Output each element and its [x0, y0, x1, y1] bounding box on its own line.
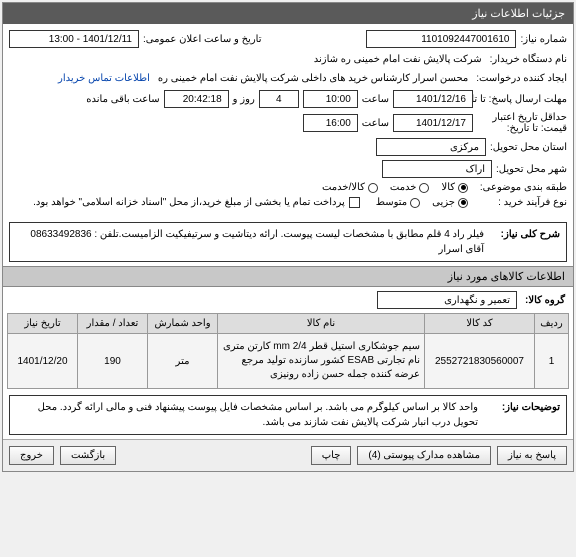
- radio-goods[interactable]: کالا: [441, 182, 468, 193]
- cell-date: 1401/12/20: [8, 334, 78, 389]
- process-radio-group: جزیی متوسط: [376, 197, 468, 208]
- lowest-date: 1401/12/17: [393, 114, 473, 132]
- remaining-time: 20:42:18: [164, 90, 229, 108]
- deadline-date: 1401/12/16: [393, 90, 473, 108]
- table-row: 1 2552721830560007 سیم جوشکاری استیل قطر…: [8, 334, 569, 389]
- contact-link[interactable]: اطلاعات تماس خریدار: [58, 73, 150, 84]
- radio-goods-label: کالا: [441, 182, 455, 193]
- radio-both[interactable]: کالا/خدمت: [322, 182, 378, 193]
- cell-code: 2552721830560007: [425, 334, 535, 389]
- goods-section-title: اطلاعات کالاهای مورد نیاز: [3, 266, 573, 287]
- deadline-time: 10:00: [303, 90, 358, 108]
- buyer-label: نام دستگاه خریدار:: [490, 54, 567, 65]
- cell-qty: 190: [78, 334, 148, 389]
- lowest-label2: قیمت: تا تاریخ:: [477, 123, 567, 134]
- back-button[interactable]: بازگشت: [60, 446, 116, 465]
- radio-mid[interactable]: متوسط: [376, 197, 420, 208]
- province-value: مرکزی: [376, 138, 486, 156]
- pay-note: پرداخت تمام یا بخشی از مبلغ خرید،از محل …: [33, 197, 345, 208]
- buyer-value: شرکت پالایش نفت امام خمینی ره شازند: [310, 52, 486, 67]
- announce-value: 1401/12/11 - 13:00: [9, 30, 139, 48]
- radio-both-label: کالا/خدمت: [322, 182, 365, 193]
- time-label-2: ساعت: [362, 118, 389, 129]
- province-label: استان محل تحویل:: [490, 142, 567, 153]
- lowest-label: حداقل تاریخ اعتبار: [477, 112, 567, 123]
- deadline-label: مهلت ارسال پاسخ: تا تاریخ:: [477, 94, 567, 105]
- need-no-label: شماره نیاز:: [520, 34, 567, 45]
- creator-value: محسن اسرار کارشناس خرید های داخلی شرکت پ…: [154, 71, 472, 86]
- announce-label: تاریخ و ساعت اعلان عمومی:: [143, 34, 262, 45]
- city-value: اراک: [382, 160, 492, 178]
- group-label: گروه کالا:: [525, 295, 565, 306]
- desc-text: فیلر راد 4 قلم مطابق با مشخصات لیست پیوس…: [16, 227, 484, 257]
- need-note-text: واحد کالا بر اساس کیلوگرم می باشد. بر اس…: [16, 400, 478, 430]
- radio-mid-label: متوسط: [376, 197, 407, 208]
- creator-label: ایجاد کننده درخواست:: [476, 73, 567, 84]
- th-date: تاریخ نیاز: [8, 314, 78, 334]
- reply-button[interactable]: پاسخ به نیاز: [497, 446, 567, 465]
- th-idx: ردیف: [535, 314, 569, 334]
- radio-part[interactable]: جزیی: [432, 197, 468, 208]
- panel-title: جزئیات اطلاعات نیاز: [3, 3, 573, 24]
- radio-dot-icon: [410, 198, 420, 208]
- radio-dot-icon: [458, 198, 468, 208]
- exit-button[interactable]: خروج: [9, 446, 54, 465]
- radio-service-label: خدمت: [390, 182, 417, 193]
- th-qty: تعداد / مقدار: [78, 314, 148, 334]
- desc-label: شرح کلی نیاز:: [490, 227, 560, 257]
- need-note-box: توضیحات نیاز: واحد کالا بر اساس کیلوگرم …: [9, 395, 567, 435]
- day-label: روز و: [233, 94, 255, 105]
- time-label-1: ساعت: [362, 94, 389, 105]
- th-code: کد کالا: [425, 314, 535, 334]
- footer-bar: پاسخ به نیاز مشاهده مدارک پیوستی (4) چاپ…: [3, 439, 573, 471]
- pay-checkbox[interactable]: [349, 197, 360, 208]
- subject-label: طبقه بندی موضوعی:: [472, 182, 567, 193]
- radio-dot-icon: [368, 183, 378, 193]
- th-unit: واحد شمارش: [148, 314, 218, 334]
- radio-dot-icon: [419, 183, 429, 193]
- print-button[interactable]: چاپ: [311, 446, 352, 465]
- process-label: نوع فرآیند خرید :: [472, 197, 567, 208]
- subject-radio-group: کالا خدمت کالا/خدمت: [322, 182, 468, 193]
- desc-box: شرح کلی نیاز: فیلر راد 4 قلم مطابق با مش…: [9, 222, 567, 262]
- cell-unit: متر: [148, 334, 218, 389]
- cell-idx: 1: [535, 334, 569, 389]
- radio-part-label: جزیی: [432, 197, 455, 208]
- radio-service[interactable]: خدمت: [390, 182, 430, 193]
- radio-dot-icon: [458, 183, 468, 193]
- days-box: 4: [259, 90, 299, 108]
- lowest-time: 16:00: [303, 114, 358, 132]
- goods-table: ردیف کد کالا نام کالا واحد شمارش تعداد /…: [7, 313, 569, 389]
- need-no: 1101092447001610: [366, 30, 516, 48]
- remaining-label: ساعت باقی مانده: [86, 94, 159, 105]
- need-note-label: توضیحات نیاز:: [484, 400, 560, 430]
- city-label: شهر محل تحویل:: [496, 164, 567, 175]
- th-name: نام کالا: [218, 314, 425, 334]
- attach-button[interactable]: مشاهده مدارک پیوستی (4): [357, 446, 491, 465]
- group-value: تعمیر و نگهداری: [377, 291, 517, 309]
- cell-name: سیم جوشکاری استیل قطر 2/4 mm کارتن متری …: [218, 334, 425, 389]
